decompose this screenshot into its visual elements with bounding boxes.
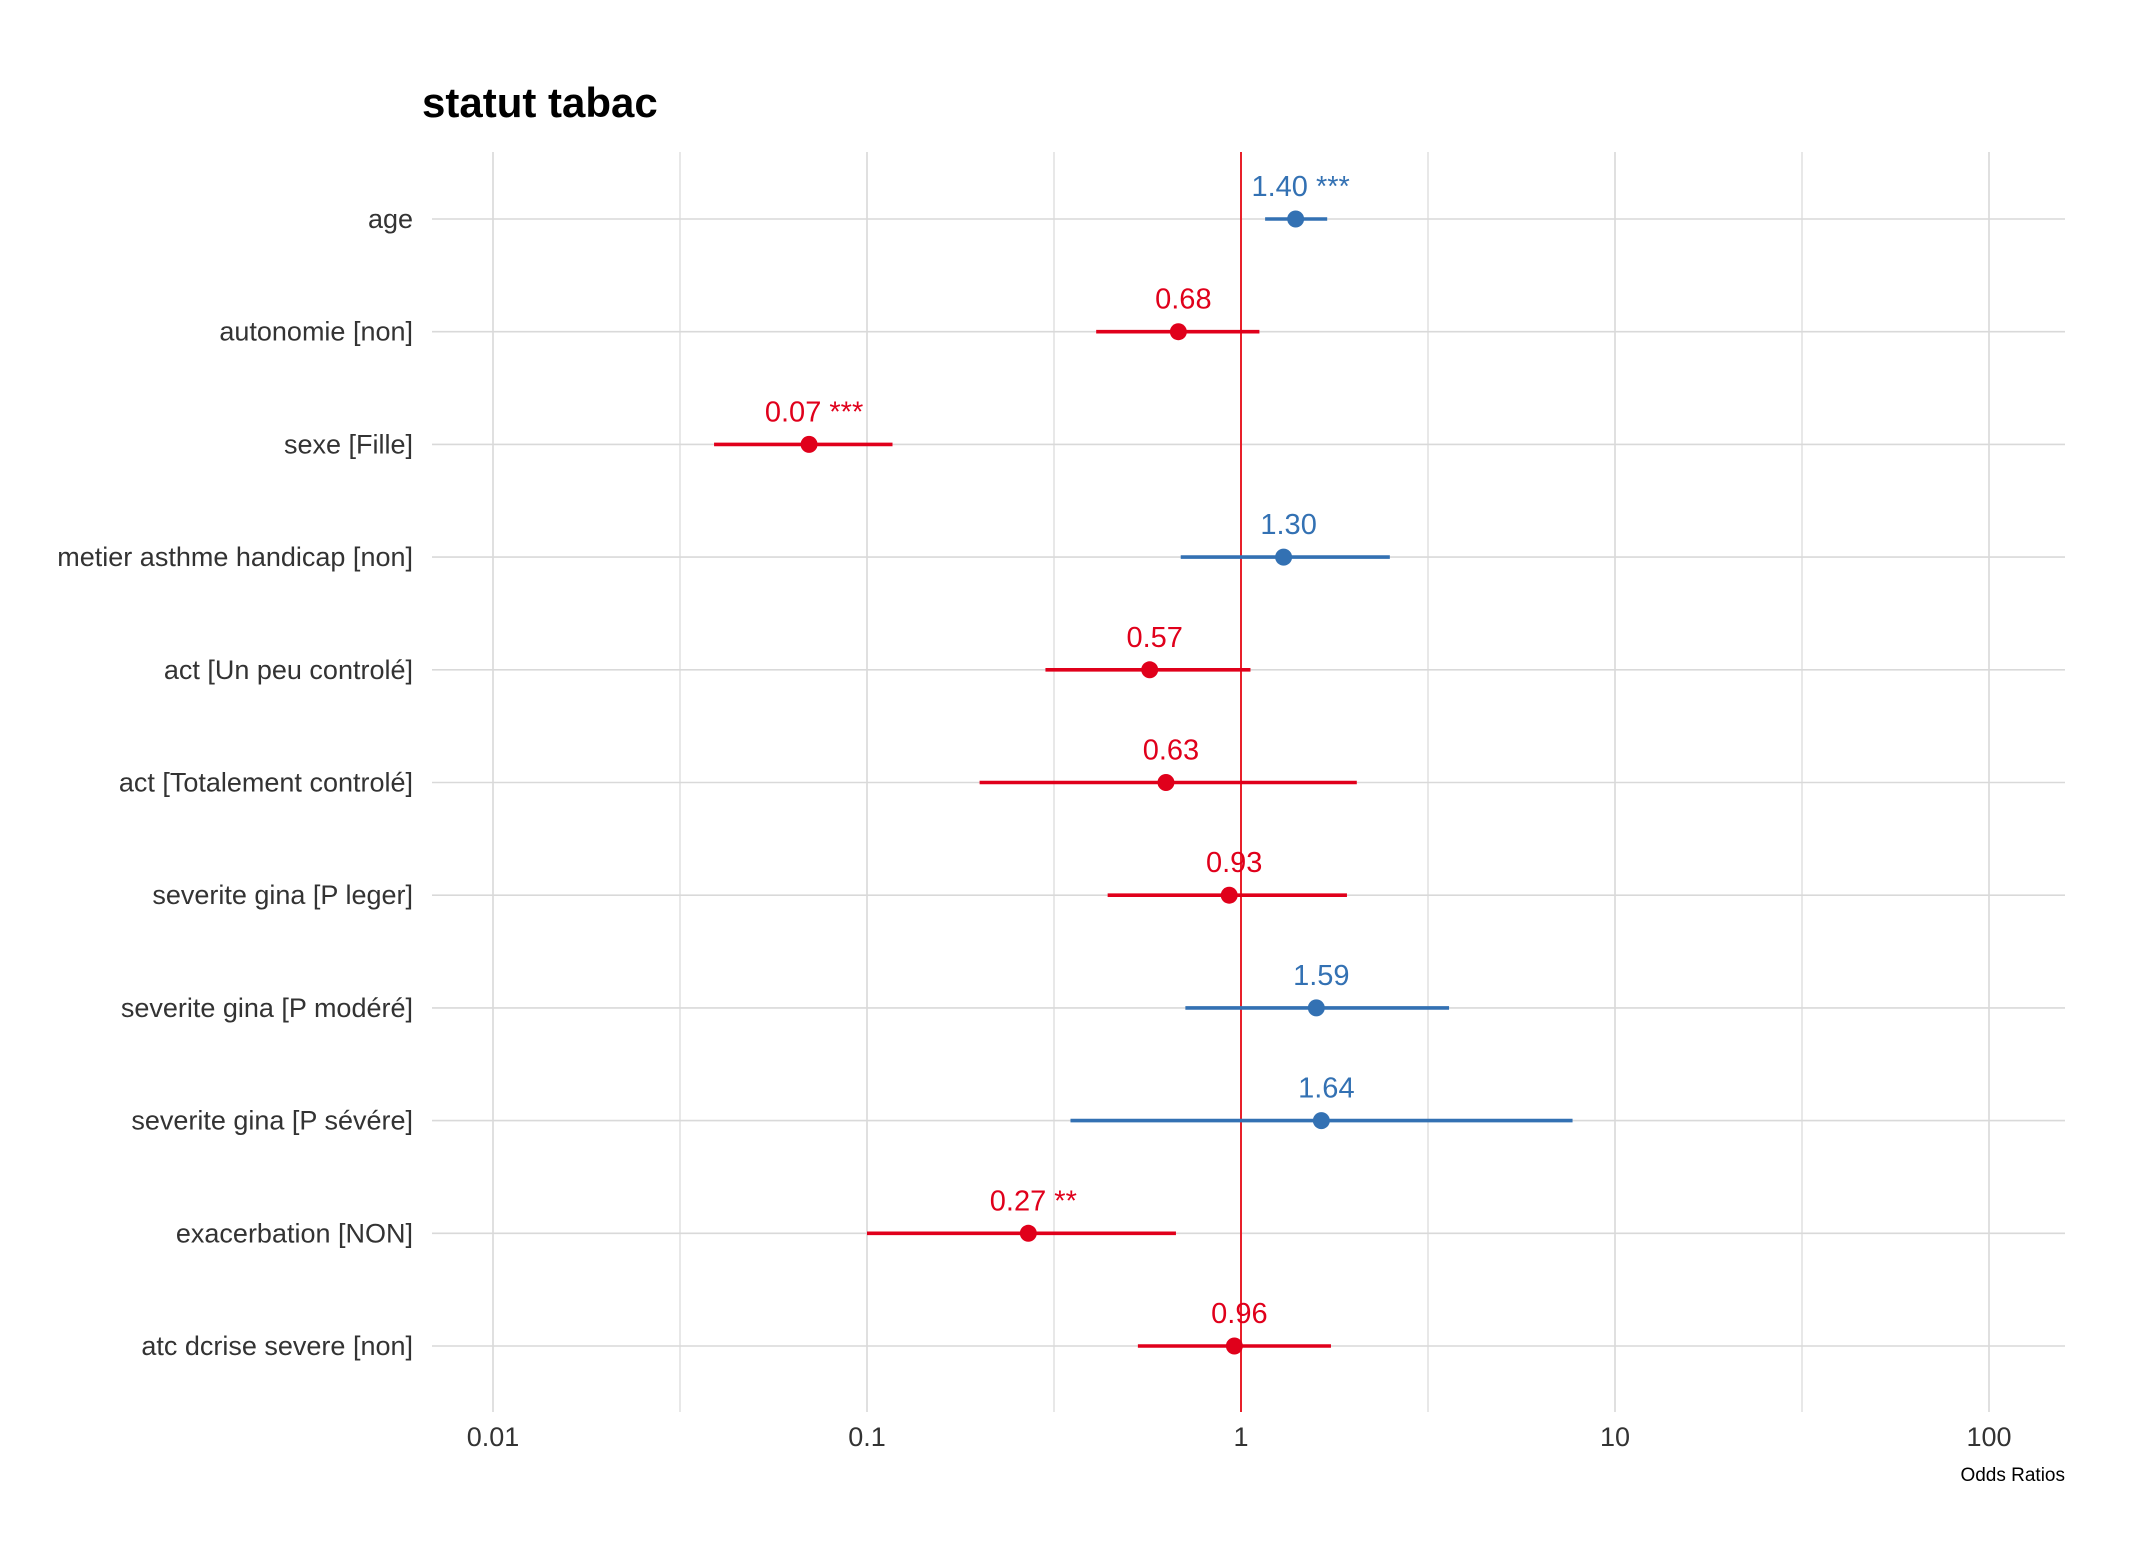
x-tick-label: 0.01 xyxy=(467,1422,520,1452)
value-label: 1.59 xyxy=(1293,960,1349,992)
estimate-point xyxy=(1287,210,1305,228)
y-tick-label: exacerbation [NON] xyxy=(176,1218,413,1248)
x-tick-label: 1 xyxy=(1233,1422,1248,1452)
estimate-point xyxy=(1141,661,1159,679)
estimate-point xyxy=(800,435,818,453)
data-marks: 1.40 *** 0.68 0.07 *** 1.30 0.57 0.63 0.93 1.59… xyxy=(714,171,1573,1355)
estimate-point xyxy=(1220,886,1238,904)
x-tick-label: 0.1 xyxy=(848,1422,886,1452)
value-label: 1.30 xyxy=(1260,509,1316,541)
value-label: 0.07 *** xyxy=(765,396,863,428)
value-label: 0.57 xyxy=(1126,622,1182,654)
y-tick-label: act [Totalement controlé] xyxy=(119,768,413,798)
y-tick-label: autonomie [non] xyxy=(219,317,413,347)
y-tick-label: age xyxy=(368,204,413,234)
value-label: 1.40 *** xyxy=(1251,171,1349,203)
value-label: 0.63 xyxy=(1143,735,1199,767)
x-tick-label: 10 xyxy=(1600,1422,1630,1452)
estimate-point xyxy=(1225,1337,1243,1355)
x-axis-ticks: 0.01 0.1 1 10 100 xyxy=(467,1422,2012,1452)
estimate-point xyxy=(1312,1112,1330,1130)
estimate-point xyxy=(1275,548,1293,566)
estimate-point xyxy=(1157,774,1175,791)
estimate-point xyxy=(1169,323,1187,341)
y-tick-label: metier asthme handicap [non] xyxy=(57,542,413,572)
chart-title: statut tabac xyxy=(422,79,658,126)
y-tick-label: sexe [Fille] xyxy=(284,429,413,459)
estimate-point xyxy=(1307,999,1325,1017)
value-label: 0.93 xyxy=(1206,847,1262,879)
y-tick-label: atc dcrise severe [non] xyxy=(141,1331,413,1361)
x-axis-label: Odds Ratios xyxy=(1960,1465,2065,1486)
y-tick-label: act [Un peu controlé] xyxy=(164,655,413,685)
y-axis-labels: age autonomie [non] sexe [Fille] metier ast… xyxy=(57,204,413,1361)
y-tick-label: severite gina [P leger] xyxy=(152,880,413,910)
x-tick-label: 100 xyxy=(1966,1422,2011,1452)
y-tick-label: severite gina [P modéré] xyxy=(121,993,413,1023)
estimate-point xyxy=(1019,1224,1037,1242)
value-label: 0.27 ** xyxy=(990,1185,1077,1217)
value-label: 1.64 xyxy=(1298,1073,1354,1105)
value-label: 0.68 xyxy=(1155,284,1211,316)
y-tick-label: severite gina [P sévére] xyxy=(131,1106,413,1136)
value-label: 0.96 xyxy=(1211,1298,1267,1330)
